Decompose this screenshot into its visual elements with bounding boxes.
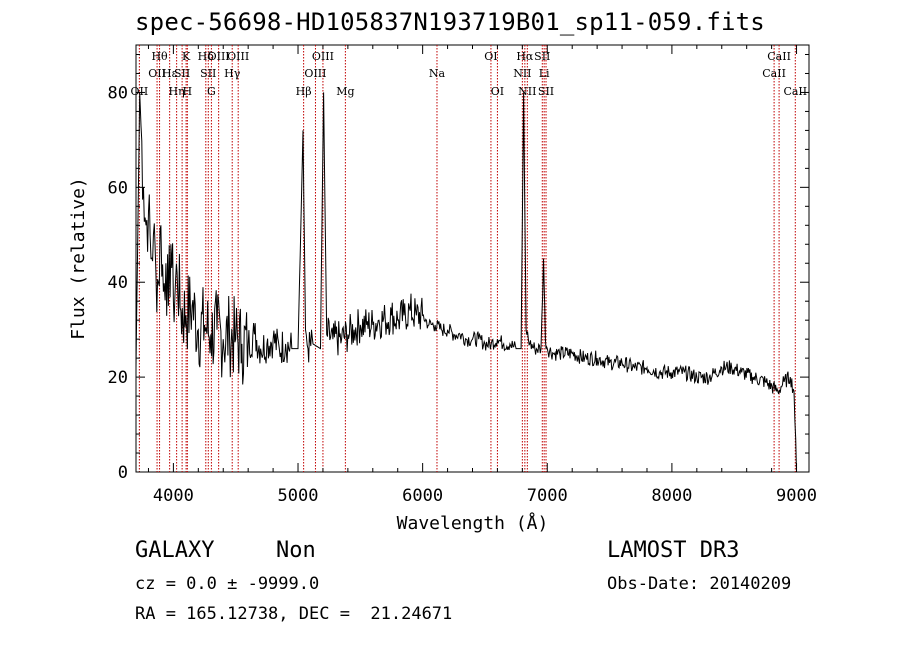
line-label-17: Mg	[336, 85, 354, 98]
redshift-cz: cz = 0.0 ± -9999.0	[135, 574, 320, 594]
y-axis-label: Flux (relative)	[68, 177, 89, 340]
y-tick-label: 60	[108, 178, 128, 198]
line-label-25: Li	[539, 67, 550, 80]
x-axis-label: Wavelength (Å)	[397, 512, 549, 534]
line-label-15: OIII	[304, 67, 326, 80]
y-tick-label: 0	[118, 463, 128, 483]
x-tick-label: 9000	[776, 486, 817, 506]
line-label-16: OIII	[312, 50, 334, 63]
line-label-26: SII	[538, 85, 554, 98]
line-label-27: CaII	[762, 67, 786, 80]
observation-date: Obs-Date: 20140209	[607, 574, 792, 594]
x-tick-label: 8000	[651, 486, 692, 506]
line-label-9: SII	[200, 67, 216, 80]
line-label-7: H	[183, 85, 193, 98]
line-label-22: Hα	[516, 50, 534, 63]
line-label-29: CaII	[783, 85, 807, 98]
line-label-3: Hε	[162, 67, 178, 80]
object-class: GALAXY	[135, 538, 215, 563]
line-label-20: OI	[491, 85, 504, 98]
spectrum-line	[135, 92, 797, 473]
line-label-28: CaII	[767, 50, 791, 63]
line-label-13: OIII	[227, 50, 249, 63]
line-label-12: Hγ	[224, 67, 241, 80]
x-tick-label: 5000	[278, 486, 319, 506]
line-label-21: NII	[513, 67, 531, 80]
line-label-24: SII	[534, 50, 550, 63]
object-subclass: Non	[276, 538, 316, 563]
line-label-1: OII	[148, 67, 166, 80]
line-label-2: Hθ	[151, 50, 168, 63]
x-tick-label: 4000	[153, 486, 194, 506]
line-label-19: OI	[484, 50, 497, 63]
line-label-18: Na	[429, 67, 446, 80]
line-label-8: Hδ	[198, 50, 215, 63]
y-tick-label: 80	[108, 83, 128, 103]
x-tick-label: 7000	[527, 486, 568, 506]
line-label-0: OII	[131, 85, 149, 98]
line-label-11: OIII	[208, 50, 230, 63]
line-label-5: SII	[174, 67, 190, 80]
survey-name: LAMOST DR3	[607, 538, 740, 563]
x-axis-ticks: 4000 5000 6000 7000 8000 9000	[147, 45, 817, 506]
y-tick-label: 20	[108, 368, 128, 388]
chart-title: spec-56698-HD105837N193719B01_sp11-059.f…	[135, 8, 765, 36]
spectral-line-labels: OIIOIIHθHεHηSIIKHHδSIIGOIIIHγOIIIHβOIIIO…	[131, 50, 808, 98]
line-label-14: Hβ	[296, 85, 312, 98]
plot-frame	[135, 44, 810, 473]
line-label-10: G	[207, 85, 216, 98]
y-tick-label: 40	[108, 273, 128, 293]
spectral-line-markers	[138, 45, 796, 472]
x-tick-label: 6000	[402, 486, 443, 506]
line-label-23: NII	[518, 85, 536, 98]
ra-dec-coordinates: RA = 165.12738, DEC = 21.24671	[135, 604, 453, 624]
line-label-4: Hη	[169, 85, 185, 98]
y-axis-ticks: 0 20 40 60 80	[108, 53, 809, 483]
line-label-6: K	[182, 50, 191, 63]
